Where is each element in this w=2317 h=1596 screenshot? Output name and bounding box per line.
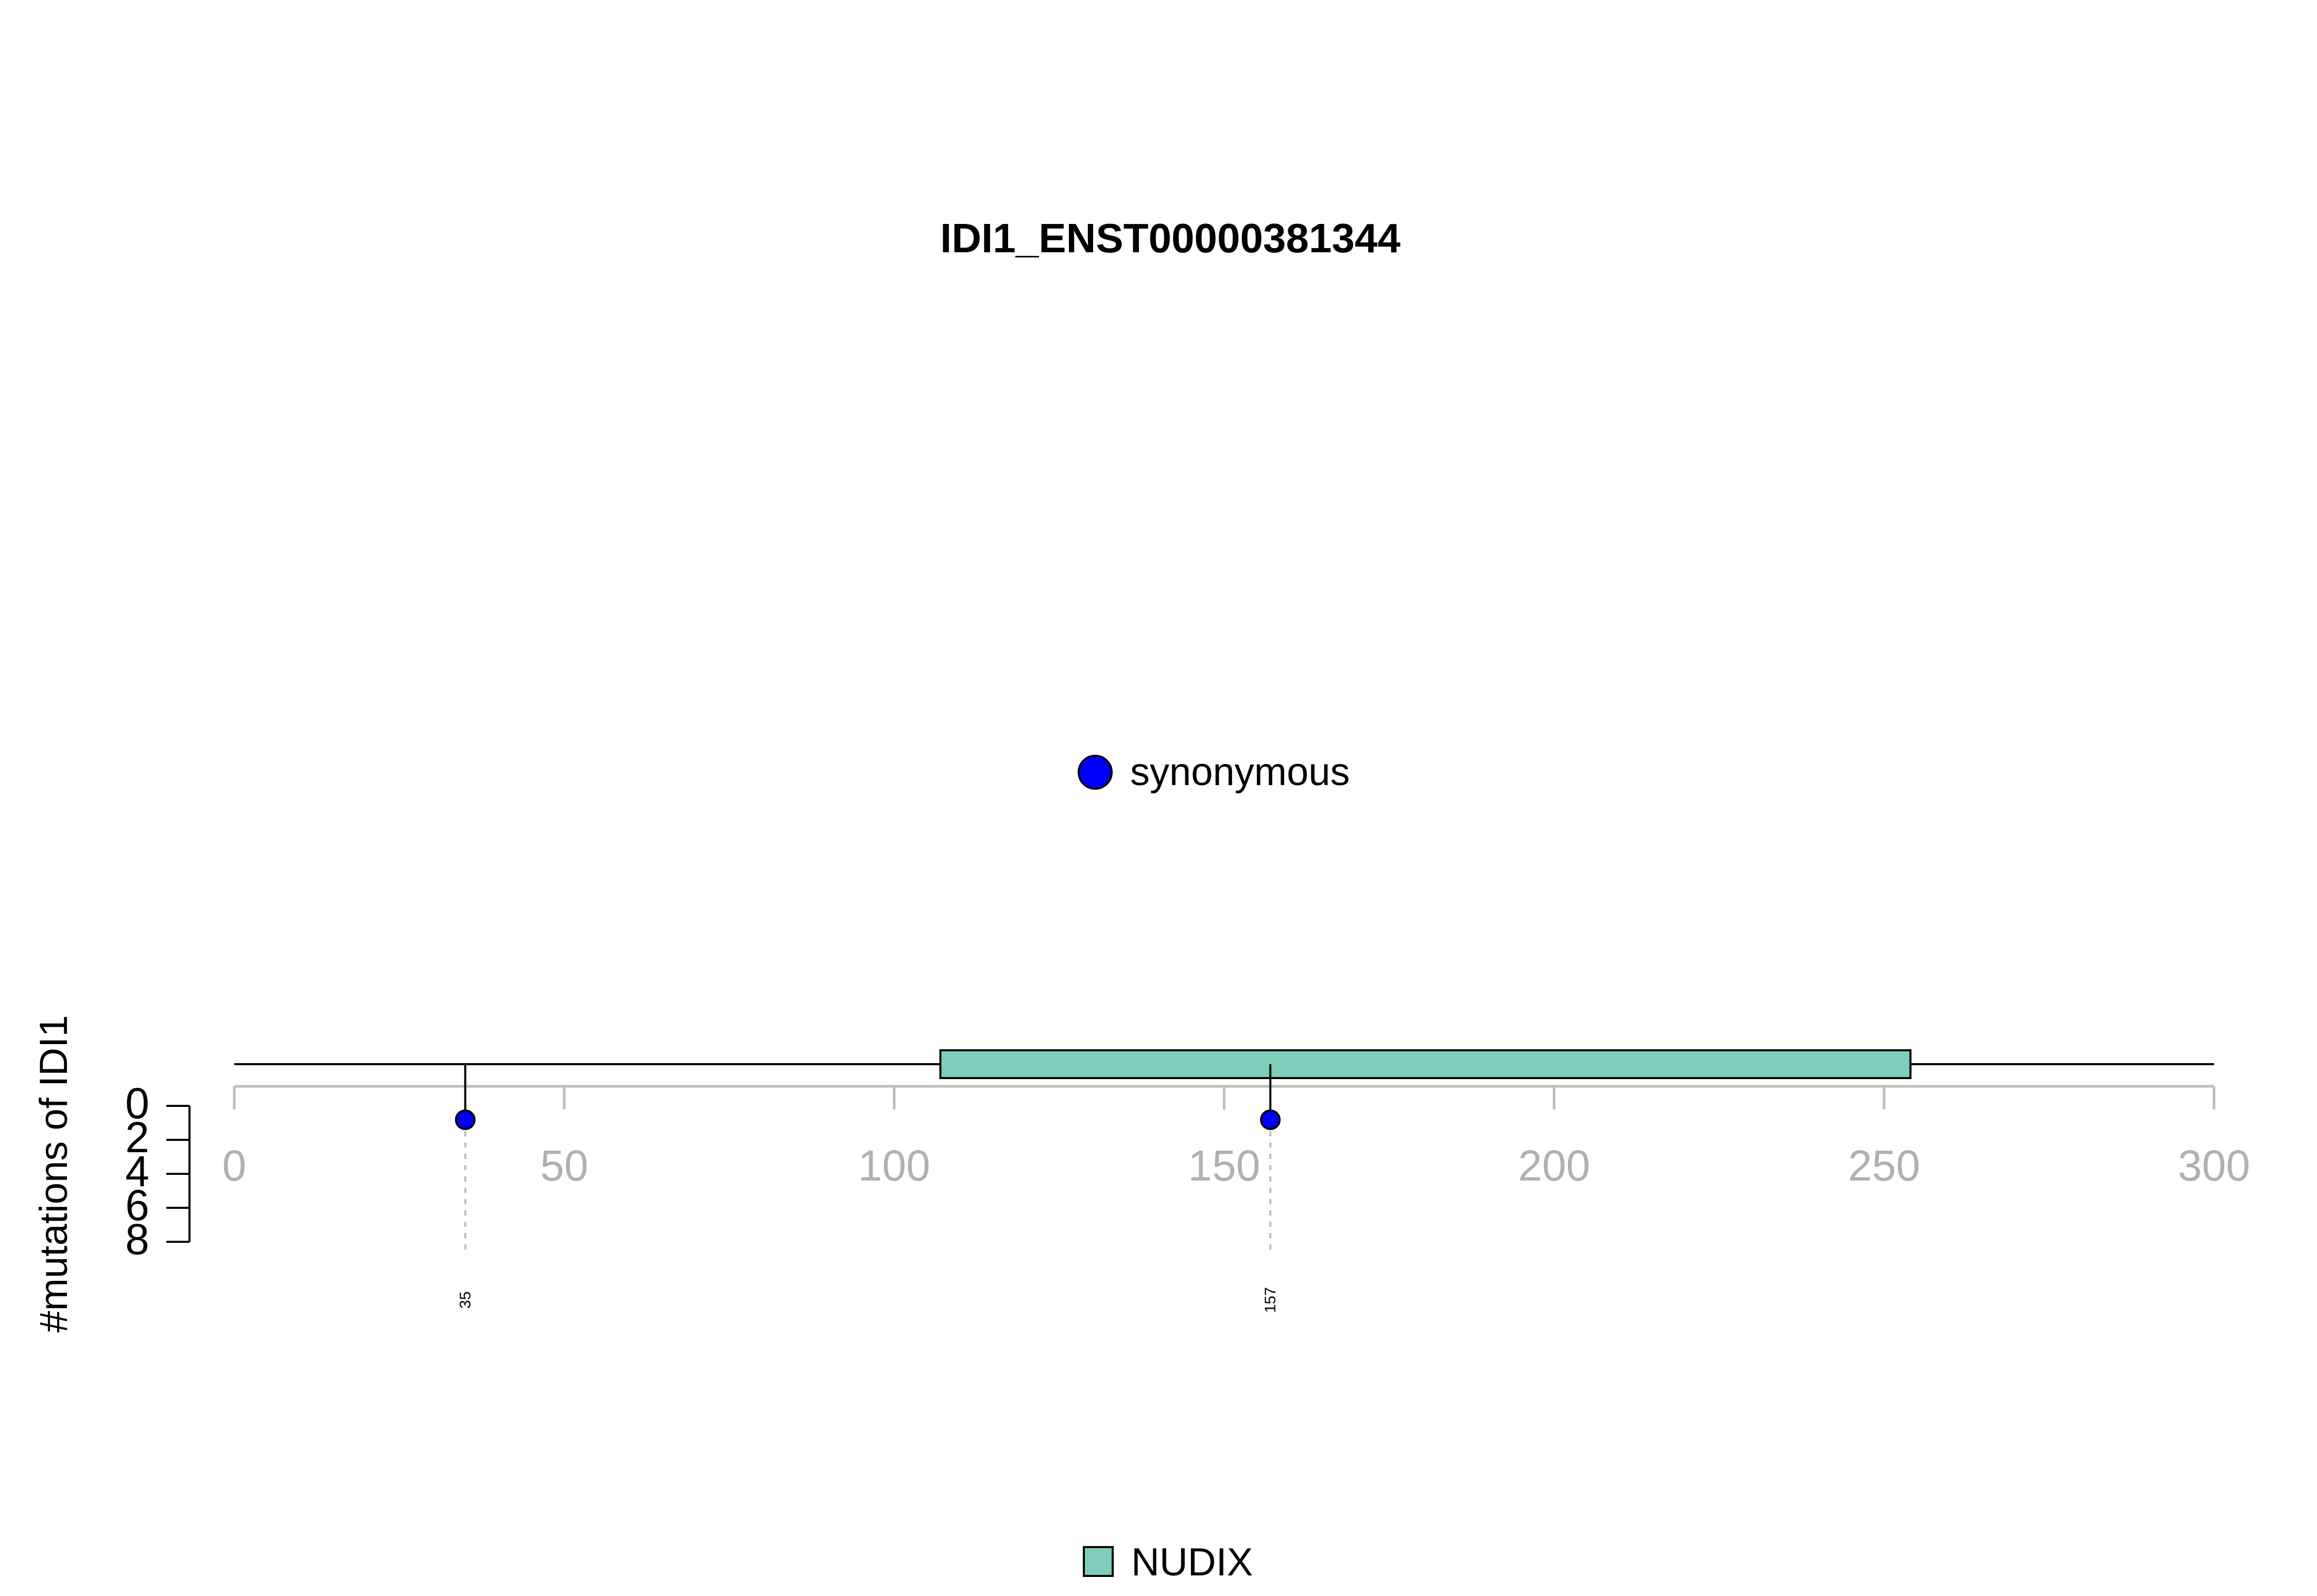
mutation-lollipops: 35 157	[455, 1064, 1281, 1313]
x-tick-label: 250	[1848, 1141, 1920, 1190]
y-tick-label: 8	[125, 1215, 149, 1263]
mutation-point	[455, 1109, 476, 1130]
mutation-position-label: 35	[457, 1291, 474, 1308]
nudix-legend-label: NUDIX	[1131, 1540, 1253, 1584]
mutation-point	[1260, 1109, 1281, 1130]
x-axis: 0 50 100 150 200 250 300	[222, 1085, 2250, 1190]
x-tick-label: 300	[2178, 1141, 2250, 1190]
x-tick-label: 150	[1188, 1141, 1260, 1190]
domain-nudix	[939, 1049, 1912, 1079]
y-tick-label: 0	[125, 1079, 149, 1127]
x-tick-label: 0	[222, 1141, 247, 1190]
chart-title: IDI1_ENST00000381344	[940, 215, 1400, 261]
nudix-legend-swatch	[1083, 1546, 1114, 1577]
y-tick-label: 4	[125, 1147, 149, 1195]
y-tick-label: 6	[125, 1181, 149, 1229]
synonymous-legend-label: synonymous	[1130, 750, 1350, 794]
x-tick-label: 100	[858, 1141, 930, 1190]
x-tick-label: 50	[540, 1141, 588, 1190]
synonymous-legend-marker	[1078, 755, 1113, 790]
protein-track	[234, 1049, 2214, 1079]
domain-legend: NUDIX	[1083, 1540, 1253, 1584]
x-tick-label: 200	[1518, 1141, 1590, 1190]
y-tick-label: 2	[125, 1113, 149, 1161]
mutation-legend: synonymous	[1078, 750, 1350, 794]
mutation-position-label: 157	[1262, 1287, 1279, 1313]
y-axis-label: #mutations of IDI1	[32, 1015, 76, 1333]
